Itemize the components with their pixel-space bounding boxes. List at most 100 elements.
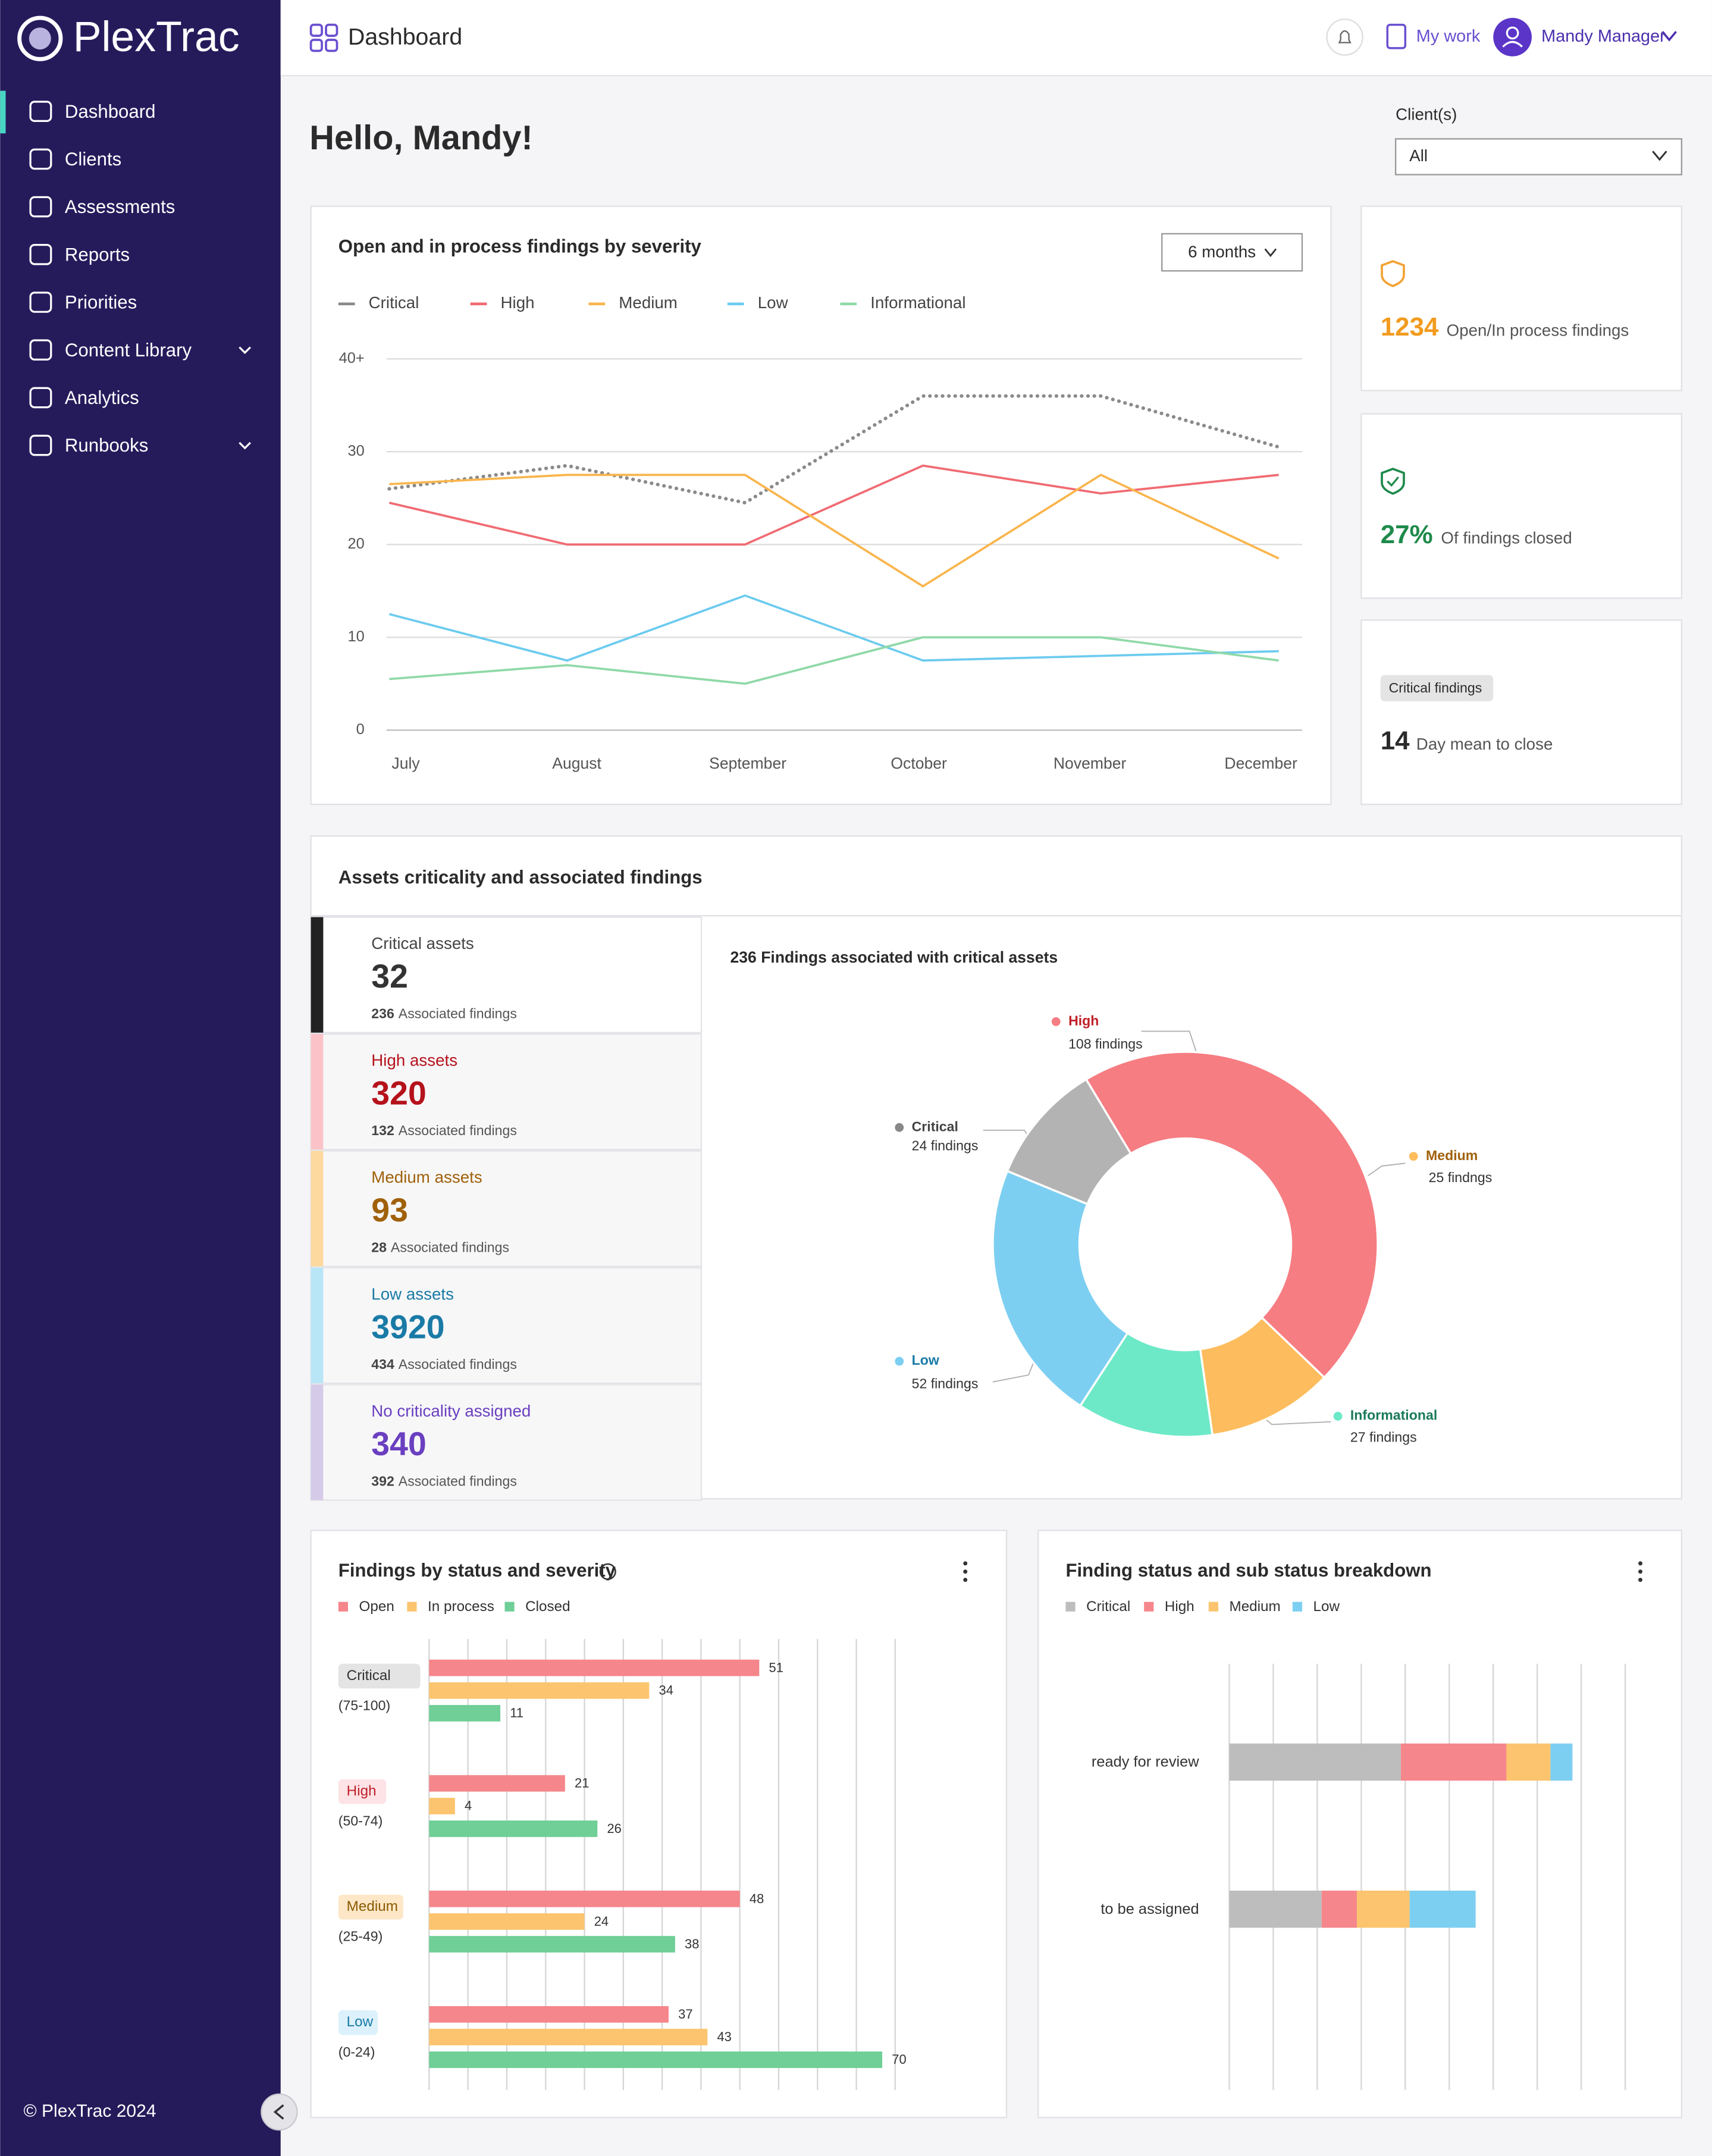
legend-dot	[1051, 1017, 1061, 1026]
asset-label: No criticality assigned	[371, 1402, 531, 1420]
bar	[429, 1820, 598, 1837]
bar-segment	[1356, 1890, 1410, 1928]
leader-lines	[983, 1030, 1406, 1425]
bar	[429, 1890, 740, 1907]
help-icon[interactable]	[599, 1563, 616, 1580]
my-work[interactable]: My work	[1416, 27, 1481, 46]
collapse-button[interactable]	[261, 2093, 298, 2131]
header	[280, 0, 1712, 76]
asset-row	[310, 1267, 703, 1384]
client-filter[interactable]	[1395, 138, 1683, 176]
bar	[429, 2029, 708, 2045]
nav-item[interactable]: Analytics	[65, 387, 139, 408]
bar-segment	[1409, 1890, 1476, 1928]
logo-icon	[17, 15, 63, 61]
asset-color-bar	[311, 1034, 324, 1150]
nav-icon	[29, 101, 52, 123]
asset-findings: 434 Associated findings	[371, 1356, 517, 1372]
nav-icon	[29, 387, 52, 409]
asset-count: 340	[371, 1425, 427, 1462]
client-filter-label: Client(s)	[1396, 105, 1457, 123]
x-tick-label: September	[709, 754, 786, 772]
category-range: (75-100)	[338, 1697, 390, 1713]
nav: Dashboard Clients Assessments Reports Priori…	[29, 101, 252, 456]
bar-value: 70	[892, 2052, 906, 2067]
line-series	[388, 594, 1279, 662]
notifications[interactable]	[1326, 18, 1363, 56]
nav-item[interactable]: Assessments	[65, 196, 175, 217]
legend-swatch	[338, 1602, 349, 1612]
findings-count: 434	[371, 1356, 394, 1372]
asset-row	[310, 1384, 703, 1501]
nav-icon	[29, 292, 52, 313]
nav-item[interactable]: Priorities	[65, 292, 137, 313]
bar-chart-title: Findings by status and severity	[338, 1560, 616, 1581]
donut-slice	[1006, 1077, 1133, 1206]
nav-item[interactable]: Content Library	[65, 340, 192, 361]
x-tick-label: July	[391, 754, 420, 772]
donut-slice	[992, 1170, 1129, 1408]
slice-label: Low	[912, 1352, 940, 1368]
bar	[429, 1936, 675, 1953]
bar-value: 11	[510, 1706, 523, 1721]
bar-value: 26	[607, 1821, 621, 1836]
findings-count: 236	[371, 1006, 394, 1021]
bar-value: 51	[769, 1660, 783, 1675]
findings-label: Associated findings	[399, 1006, 517, 1021]
findings-label: Associated findings	[399, 1474, 517, 1489]
client-filter-value: All	[1409, 146, 1428, 165]
category-label: High	[347, 1783, 377, 1799]
category-label: Low	[347, 2014, 374, 2030]
nav-item[interactable]: Dashboard	[65, 101, 156, 122]
bar-segment	[1229, 1890, 1322, 1928]
kebab-menu[interactable]	[1638, 1561, 1643, 1582]
legend-label: Medium	[1229, 1599, 1280, 1615]
line-series	[389, 636, 1279, 685]
client-filter-chevron	[1652, 151, 1667, 161]
legend-label: Open	[359, 1599, 394, 1615]
bar-value: 21	[575, 1776, 589, 1791]
slice-value: 25 findngs	[1429, 1170, 1492, 1185]
y-tick-label: 30	[347, 443, 364, 459]
stat-card	[1360, 619, 1683, 806]
nav-item[interactable]: Clients	[65, 149, 121, 170]
nav-item[interactable]: Reports	[65, 244, 130, 265]
category-badge	[338, 1779, 387, 1804]
asset-label: Low assets	[371, 1285, 454, 1303]
bar-value: 24	[594, 1914, 609, 1929]
sidebar	[0, 0, 281, 2156]
range-selector[interactable]	[1161, 233, 1303, 272]
bell-icon	[1338, 30, 1352, 43]
badge-text: Critical findings	[1389, 680, 1482, 695]
brand: PlexTrac	[73, 13, 240, 61]
legend-label: Critical	[1086, 1599, 1130, 1615]
nav-chevron	[239, 441, 252, 450]
line-chart-card	[310, 205, 1332, 806]
bar-value: 4	[465, 1798, 472, 1813]
stat-label: Day mean to close	[1416, 735, 1553, 753]
stat-label: Open/In process findings	[1447, 321, 1629, 339]
findings-count: 392	[371, 1474, 394, 1489]
nav-item[interactable]: Runbooks	[65, 435, 148, 456]
findings-label: Associated findings	[399, 1123, 517, 1138]
asset-color-bar	[311, 1267, 324, 1384]
category-label: Medium	[347, 1898, 398, 1914]
bar	[429, 1775, 565, 1792]
category-range: (50-74)	[338, 1813, 383, 1828]
greeting: Hello, Mandy!	[309, 119, 533, 157]
avatar[interactable]	[1493, 18, 1532, 57]
kebab-menu[interactable]	[963, 1561, 968, 1582]
user-name[interactable]: Mandy Manager	[1541, 27, 1666, 46]
legend-swatch	[504, 1602, 515, 1612]
footer: © PlexTrac 2024	[24, 2101, 156, 2121]
stat-card	[1360, 413, 1683, 599]
legend-label: Medium	[619, 293, 678, 312]
bar-segment	[1506, 1743, 1551, 1781]
asset-count: 320	[371, 1075, 427, 1112]
bar-value: 43	[717, 2029, 731, 2044]
findings-count: 132	[371, 1123, 394, 1138]
legend-label: High	[501, 293, 535, 312]
header-title: Dashboard	[348, 24, 462, 50]
logo-dot	[29, 27, 51, 50]
category-range: (25-49)	[338, 1929, 383, 1944]
